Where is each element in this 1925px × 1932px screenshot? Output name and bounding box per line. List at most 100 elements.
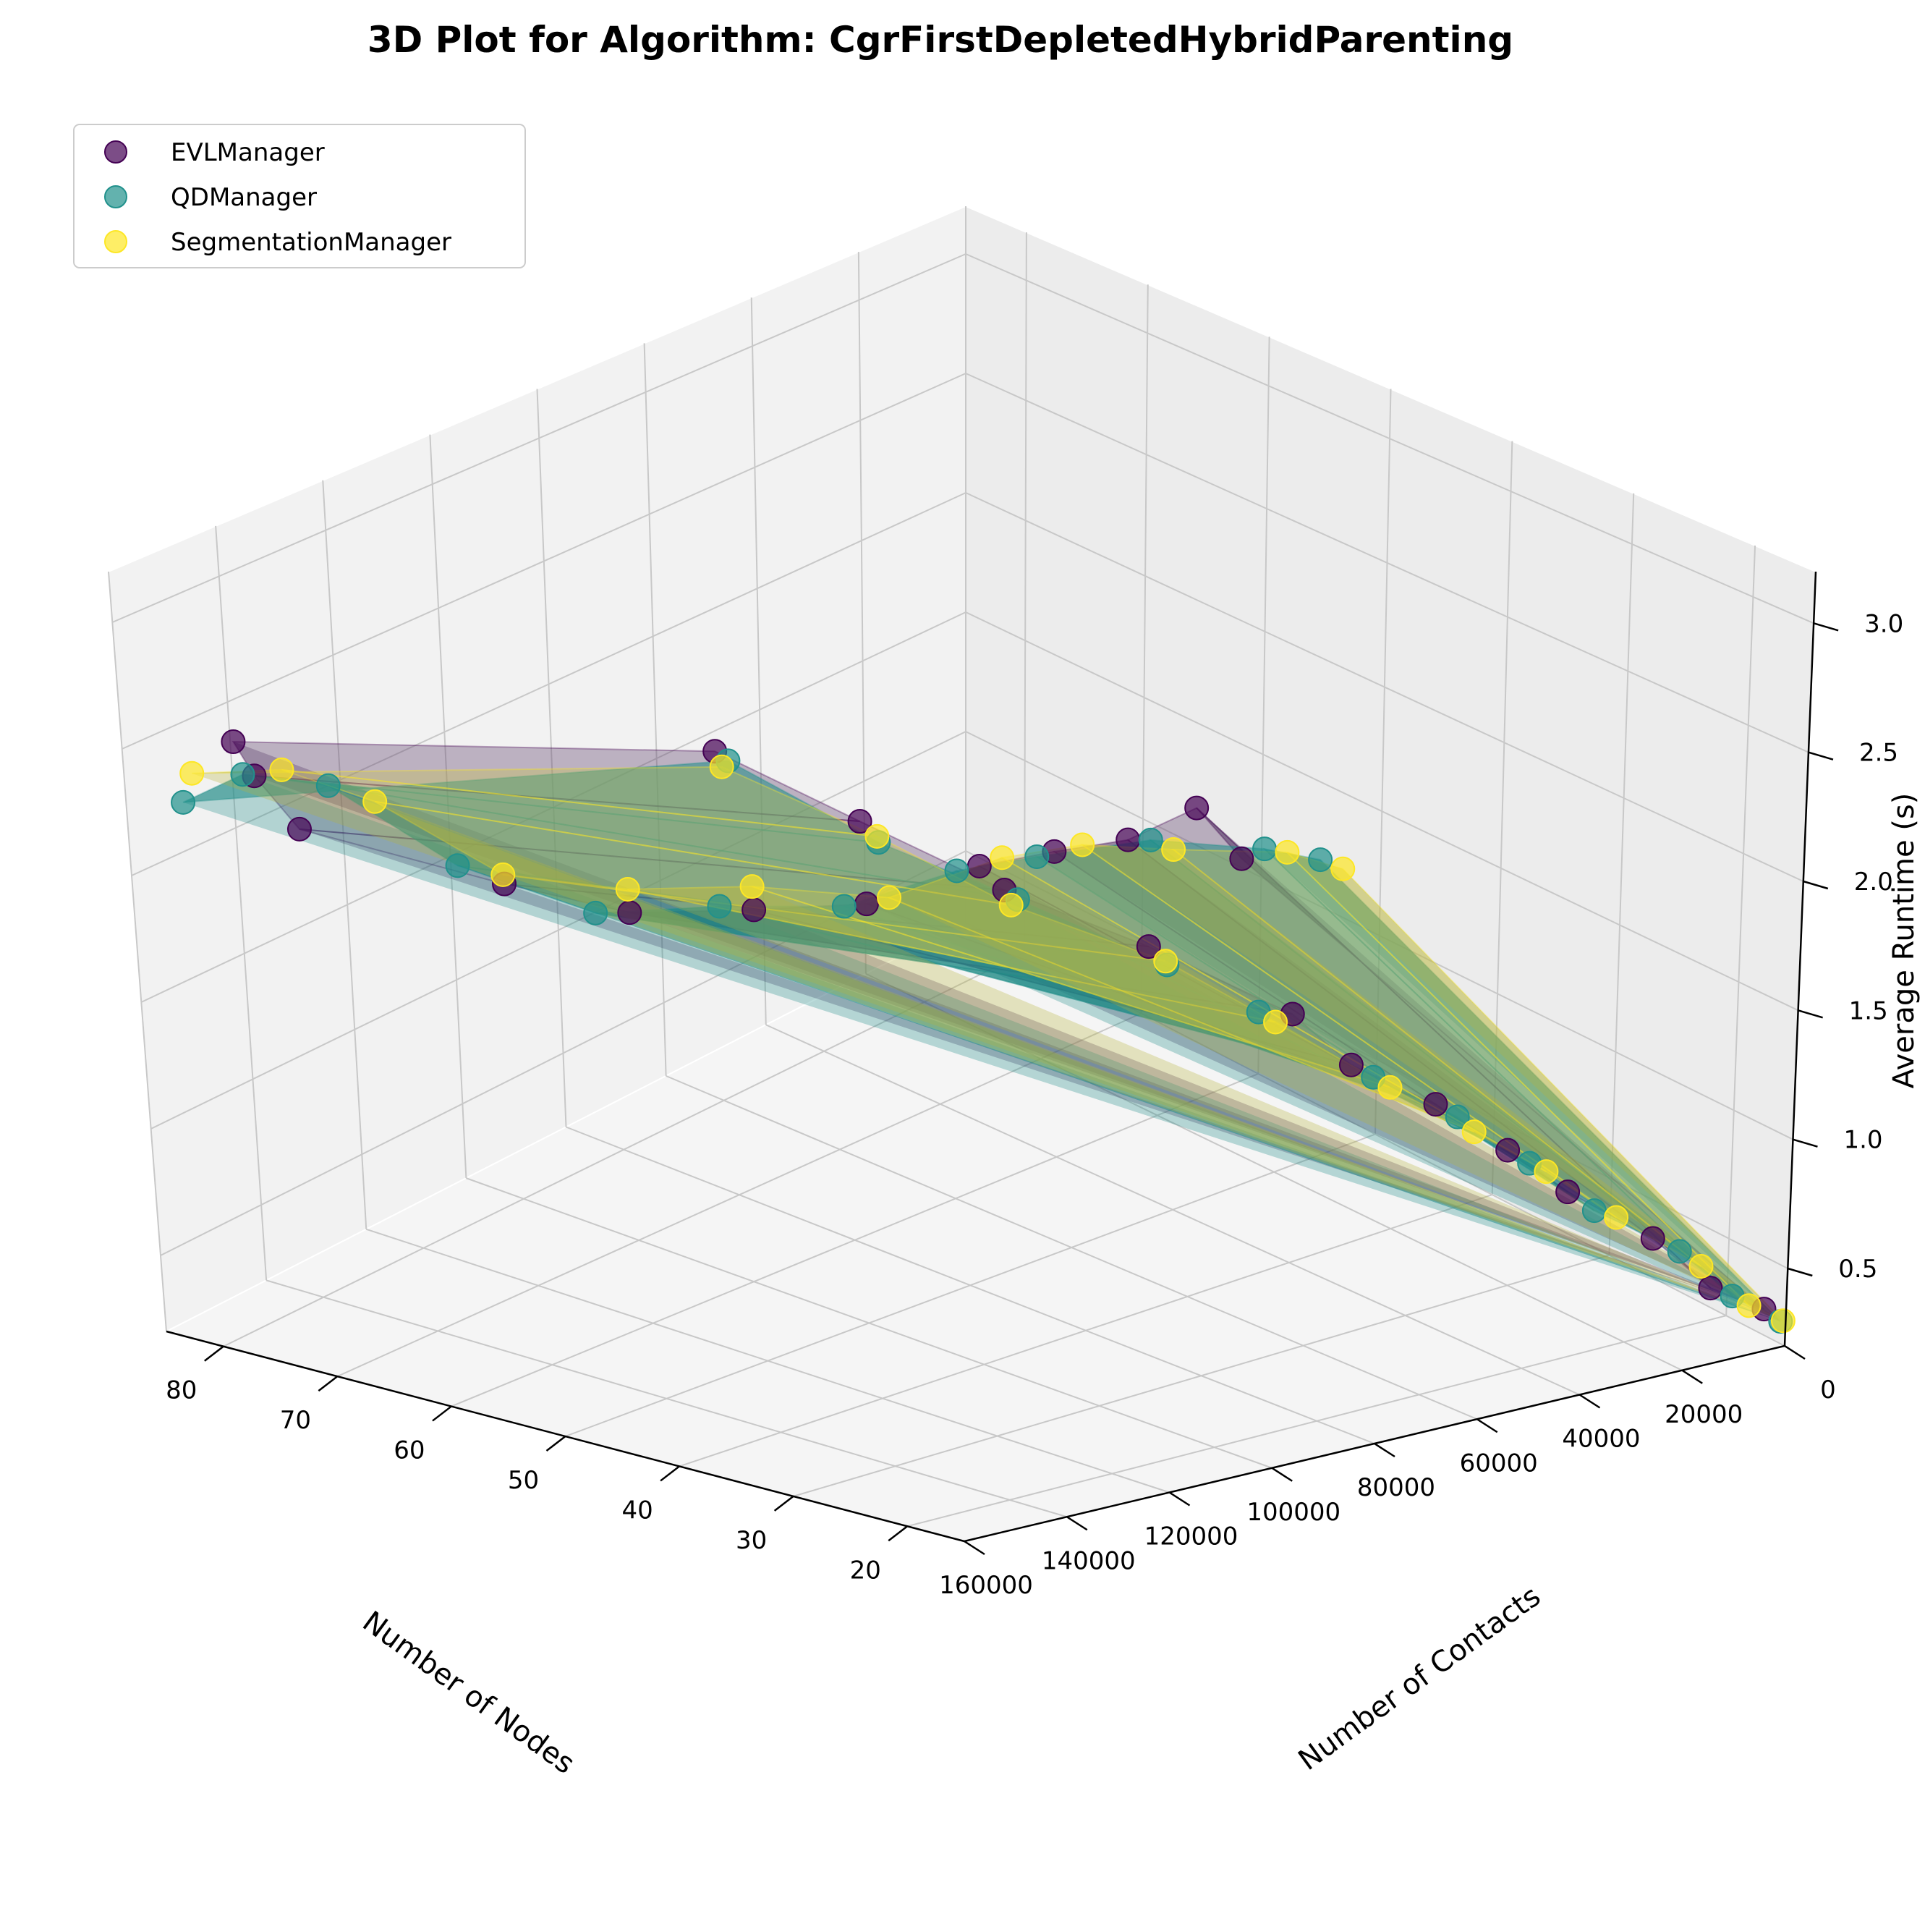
grid-line-y-wall: [215, 525, 268, 1281]
point-SegmentationManager: [1377, 1075, 1403, 1100]
surface-fan-QDManager: [1265, 849, 1781, 1322]
grid-line-z-right: [965, 253, 1814, 624]
grid-line-z-left: [111, 253, 966, 623]
x-tick-label: 30: [736, 1526, 767, 1555]
point-EVLManager: [1184, 795, 1210, 821]
y-tick-label: 160000: [939, 1571, 1033, 1600]
x-tick-mark: [660, 1465, 680, 1482]
point-SegmentationManager: [864, 823, 890, 849]
point-SegmentationManager: [998, 892, 1024, 918]
grid-line-y-wall: [536, 389, 567, 1127]
surface-fan-SegmentationManager: [1082, 844, 1783, 1321]
point-QDManager: [1581, 1198, 1607, 1224]
x-axis-label: Number of Nodes: [357, 1605, 581, 1781]
legend-marker-SegmentationManager: [104, 230, 127, 253]
y-tick-mark: [1374, 1442, 1395, 1458]
z-tick-label: 1.5: [1849, 996, 1888, 1025]
y-tick-label: 100000: [1246, 1498, 1340, 1527]
point-SegmentationManager: [1161, 837, 1186, 863]
point-QDManager: [1252, 836, 1278, 862]
surface-fan-EVLManager: [299, 829, 1764, 1310]
point-QDManager: [944, 858, 969, 884]
grid-line-z-left: [150, 731, 966, 1130]
z-axis-line: [1783, 571, 1817, 1347]
point-EVLManager: [854, 891, 879, 917]
z-tick-mark: [1813, 622, 1839, 632]
grid-line-y-wall: [108, 571, 167, 1332]
grid-line-y-wall: [643, 343, 667, 1076]
point-EVLManager: [847, 809, 872, 834]
point-SegmentationManager: [1461, 1119, 1487, 1145]
grid-line-x-wall: [1023, 232, 1027, 953]
point-EVLManager: [1338, 1052, 1364, 1077]
grid-line-y-floor: [865, 973, 1683, 1371]
point-SegmentationManager: [179, 760, 205, 786]
grid-line-y-floor: [265, 1279, 1068, 1518]
point-QDManager: [831, 894, 857, 919]
grid-line-z-left: [122, 373, 966, 750]
point-QDManager: [707, 894, 732, 919]
surface-fan-SegmentationManager: [375, 801, 1783, 1321]
legend: EVLManager QDManager SegmentationManager: [73, 124, 526, 268]
x-tick-label: 80: [166, 1376, 197, 1405]
point-SegmentationManager: [1070, 832, 1095, 857]
point-QDManager: [171, 789, 196, 815]
point-EVLManager: [1555, 1179, 1581, 1205]
x-tick-label: 70: [280, 1406, 311, 1435]
legend-label: EVLManager: [171, 138, 325, 167]
z-tick-label: 2.0: [1854, 868, 1893, 897]
point-SegmentationManager: [362, 789, 388, 814]
point-QDManager: [1024, 844, 1050, 869]
y-tick-mark: [1476, 1418, 1498, 1433]
grid-line-x-wall: [1725, 545, 1756, 1316]
point-QDManager: [230, 762, 255, 787]
point-EVLManager: [1229, 846, 1254, 871]
surface-fan-EVLManager: [629, 910, 1764, 1310]
point-SegmentationManager: [1153, 949, 1178, 974]
x-tick-mark: [773, 1495, 794, 1512]
z-tick-label: 0.5: [1838, 1255, 1877, 1284]
x-tick-label: 20: [850, 1556, 881, 1585]
grid-line-y-floor: [765, 1024, 1580, 1396]
z-tick-mark: [1798, 1009, 1823, 1019]
point-SegmentationManager: [1604, 1205, 1629, 1230]
point-SegmentationManager: [990, 845, 1015, 870]
surface-fan-SegmentationManager: [627, 886, 1783, 1321]
grid-line-y-wall: [322, 480, 367, 1229]
y-tick-label: 0: [1820, 1376, 1836, 1404]
z-tick-label: 2.5: [1859, 739, 1898, 768]
point-QDManager: [1308, 847, 1333, 873]
grid-line-y-floor: [365, 1228, 1170, 1494]
point-EVLManager: [1495, 1137, 1521, 1163]
grid-line-z-right: [965, 492, 1804, 882]
point-EVLManager: [966, 854, 992, 879]
point-SegmentationManager: [1275, 839, 1300, 865]
y-tick-mark: [1681, 1369, 1703, 1384]
point-SegmentationManager: [490, 862, 516, 887]
legend-box: [73, 124, 526, 268]
point-QDManager: [1445, 1104, 1470, 1130]
data-points: [171, 729, 1796, 1334]
point-EVLManager: [617, 900, 642, 925]
x-tick-mark: [545, 1436, 566, 1452]
surface-fan-SegmentationManager: [1287, 852, 1783, 1321]
grid-line-y-floor: [466, 1177, 1272, 1469]
point-SegmentationManager: [709, 754, 734, 779]
point-SegmentationManager: [1263, 1009, 1288, 1035]
x-tick-mark: [888, 1525, 908, 1542]
y-tick-mark: [1578, 1394, 1601, 1409]
grid-line-z-right: [965, 373, 1809, 753]
point-EVLManager: [1698, 1276, 1723, 1301]
z-tick-mark: [1787, 1267, 1813, 1277]
point-SegmentationManager: [269, 757, 294, 782]
surface-fan-SegmentationManager: [889, 857, 1783, 1321]
surface-fan-QDManager: [843, 870, 1781, 1322]
x-tick-label: 40: [621, 1496, 653, 1525]
point-EVLManager: [1136, 934, 1161, 959]
y-tick-label: 60000: [1460, 1449, 1538, 1478]
axes: 80 70 60 50 40 30 20 0 20000 40000 60000 80000 10000…: [166, 571, 1903, 1600]
point-QDManager: [445, 853, 470, 878]
grid-line-y-floor: [566, 1126, 1375, 1444]
point-EVLManager: [1116, 827, 1141, 852]
